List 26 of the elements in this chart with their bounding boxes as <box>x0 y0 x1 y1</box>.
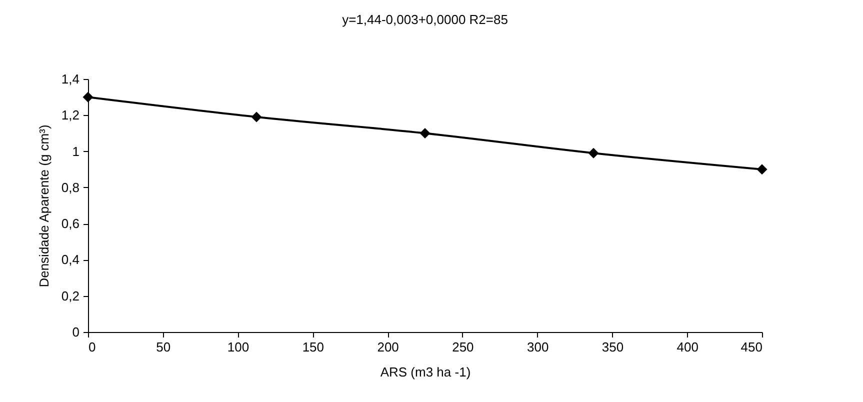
x-tick-label: 350 <box>602 340 624 354</box>
y-tick-label: 1 <box>72 144 80 159</box>
x-tick-label: 50 <box>156 340 171 354</box>
x-tick-label: 0 <box>88 340 96 354</box>
x-tick-label: 400 <box>676 340 698 354</box>
point <box>251 112 262 122</box>
x-axis-title: ARS (m3 ha -1) <box>380 364 471 380</box>
x-tick-label: 250 <box>452 340 474 354</box>
point <box>756 164 768 175</box>
x-tick-label: 100 <box>227 340 250 354</box>
y-tick-label: 1,4 <box>61 72 80 86</box>
x-tick-label: 300 <box>526 340 549 354</box>
y-tick-label: 0,8 <box>61 180 80 195</box>
point <box>588 148 599 158</box>
y-tick-label: 1,2 <box>61 108 80 123</box>
y-tick-label: 0,6 <box>61 216 80 232</box>
y-tick-label: 0,4 <box>61 252 80 268</box>
x-tick-label: 150 <box>302 340 324 354</box>
x-tick-label: 450 <box>740 340 762 354</box>
point <box>82 92 94 102</box>
x-tick-label: 200 <box>377 340 399 354</box>
y-tick-label: 0 <box>72 324 80 340</box>
y-axis-title: Densidade Aparente (g cm³) <box>36 124 52 288</box>
y-tick-label: 0,2 <box>61 288 80 304</box>
point <box>420 128 430 138</box>
chart-title: y=1,44-0,003+0,0000 R2=85 <box>342 12 508 27</box>
